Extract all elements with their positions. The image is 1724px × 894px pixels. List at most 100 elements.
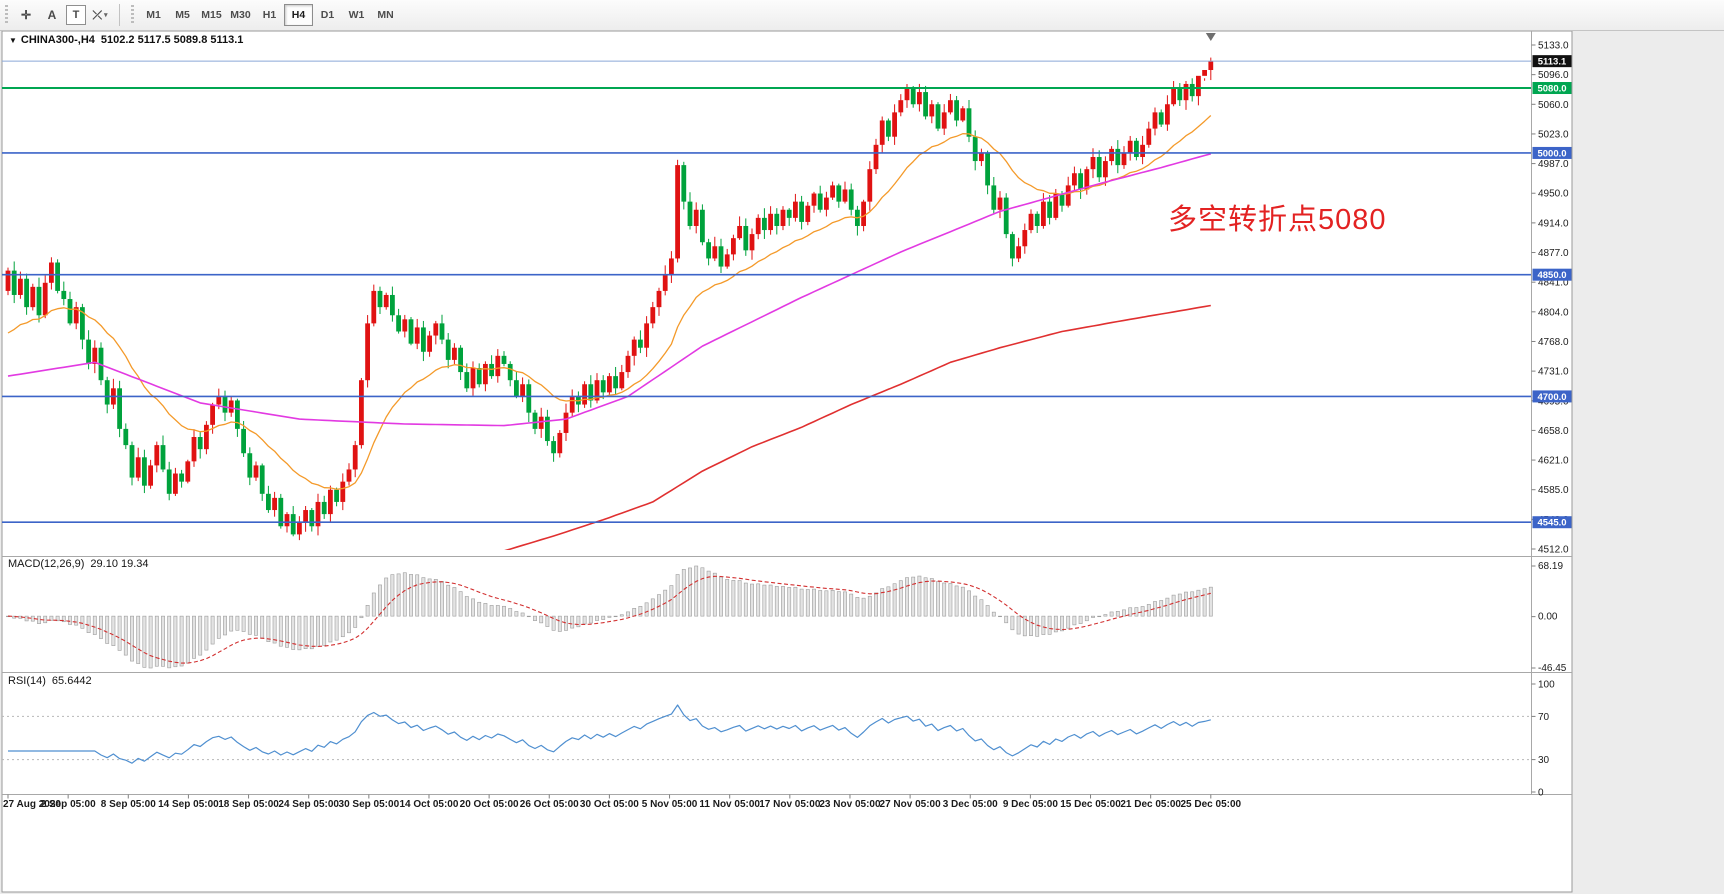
price-tag-5113.1 [1532,55,1572,68]
candle-body [594,380,600,401]
macd-pane[interactable] [2,557,1531,672]
macd-bar [793,586,798,617]
macd-bar [1078,615,1083,624]
macd-bar [570,615,575,629]
rsi-pane[interactable] [2,673,1531,794]
price-annotation-text[interactable]: 多空转折点5080 [1168,204,1387,236]
price-tick-label: 4658.0 [1538,426,1569,437]
chart-title: ▼ CHINA300-,H4 5102.2 5117.5 5089.8 5113… [9,34,243,46]
candle-body [377,290,383,308]
candle-body [1016,246,1021,259]
macd-bar [681,569,686,617]
font-tool-button[interactable]: A [47,8,57,22]
objects-tool-button[interactable]: ⤫ ▾ [92,7,108,22]
candle-body [619,372,625,389]
candle-body [24,278,29,308]
candle-body [173,473,178,494]
timeframe-m1-button[interactable]: M1 [146,9,161,21]
timeframe-h4-button[interactable]: H4 [284,4,313,26]
timeframe-m5-button[interactable]: M5 [175,9,190,21]
candle-body [625,355,631,373]
rsi-tick-label: 100 [1538,680,1555,691]
time-tick-label: 14 Sep 05:00 [158,799,219,810]
price-tag-label: 5080.0 [1537,83,1566,94]
macd-bar [905,577,909,617]
macd-bar [1016,615,1021,635]
main-chart-plot[interactable] [2,31,1531,556]
macd-bar [1202,588,1207,617]
timeframe-m15-button[interactable]: M15 [201,9,222,21]
time-tick-label: 27 Aug 2020 [3,799,61,810]
crosshair-tool-button[interactable]: ✛ [20,8,32,22]
rsi-indicator-label: RSI(14) 65.6442 [8,675,92,687]
candle-body [470,368,476,389]
candle-body [991,185,997,210]
candle-body [228,400,234,413]
candle-body [1078,173,1083,190]
macd-bar [898,580,903,617]
price-tick-label: 4841.0 [1538,278,1569,289]
candle-body [1109,148,1114,162]
macd-bar [148,615,153,669]
candle-body [607,376,612,393]
price-tick-label: 5096.0 [1538,70,1569,81]
macd-bar [495,605,500,617]
macd-bar [830,590,835,617]
macd-bar [1097,615,1102,618]
price-tag-4700.0 [1532,390,1572,403]
candle-body [142,457,147,486]
candle-body [501,355,507,364]
candle-body [929,104,935,117]
candle-body [439,323,445,340]
time-tick-label: 25 Dec 05:00 [1180,799,1241,810]
macd-bar [948,583,953,617]
macd-bar [161,615,165,667]
macd-bar [1066,615,1071,629]
candle-body [383,294,389,308]
chart-shift-marker[interactable] [1205,33,1216,41]
candle-body [1121,152,1127,166]
macd-bar [1103,614,1108,617]
macd-bar [979,599,984,617]
macd-bar [384,577,389,617]
time-scale[interactable] [2,795,1572,813]
timeframe-mn-button[interactable]: MN [377,9,394,21]
candle-body [247,453,253,478]
timeframe-w1-button[interactable]: W1 [348,9,365,21]
candle-body [104,380,110,405]
candle-body [774,213,780,226]
macd-bar [477,601,482,617]
candle-body [235,400,240,429]
macd-bar [198,615,203,656]
candle-body [1022,230,1028,247]
macd-name: MACD(12,26,9) [8,558,85,570]
time-tick-label: 3 Dec 05:00 [943,799,998,810]
macd-bar [787,587,792,617]
candle-body [706,242,711,259]
candle-body [408,319,414,344]
macd-bar [843,591,847,617]
ma-fast-line [7,115,1212,490]
price-scale[interactable] [1532,31,1572,794]
candle-body [873,144,879,170]
candle-body [563,412,569,433]
macd-signal-line [7,575,1211,664]
candle-body [1208,61,1214,70]
candle-body [979,152,984,162]
candle-body [1028,213,1034,231]
price-tag-label: 4850.0 [1537,270,1566,281]
candle-body [644,323,649,348]
candle-body [36,286,42,316]
timeframe-d1-button[interactable]: D1 [320,9,335,21]
candle-body [1146,128,1152,145]
candle-body [1189,83,1195,97]
timeframe-m30-button[interactable]: M30 [230,9,251,21]
macd-bar [781,586,785,617]
candle-body [532,412,538,429]
macd-bar [49,615,54,621]
timeframe-h1-button[interactable]: H1 [262,9,277,21]
candle-body [402,319,408,332]
macd-bar [985,605,990,617]
text-label-tool-button[interactable]: T [66,5,86,25]
macd-bar [303,615,308,650]
